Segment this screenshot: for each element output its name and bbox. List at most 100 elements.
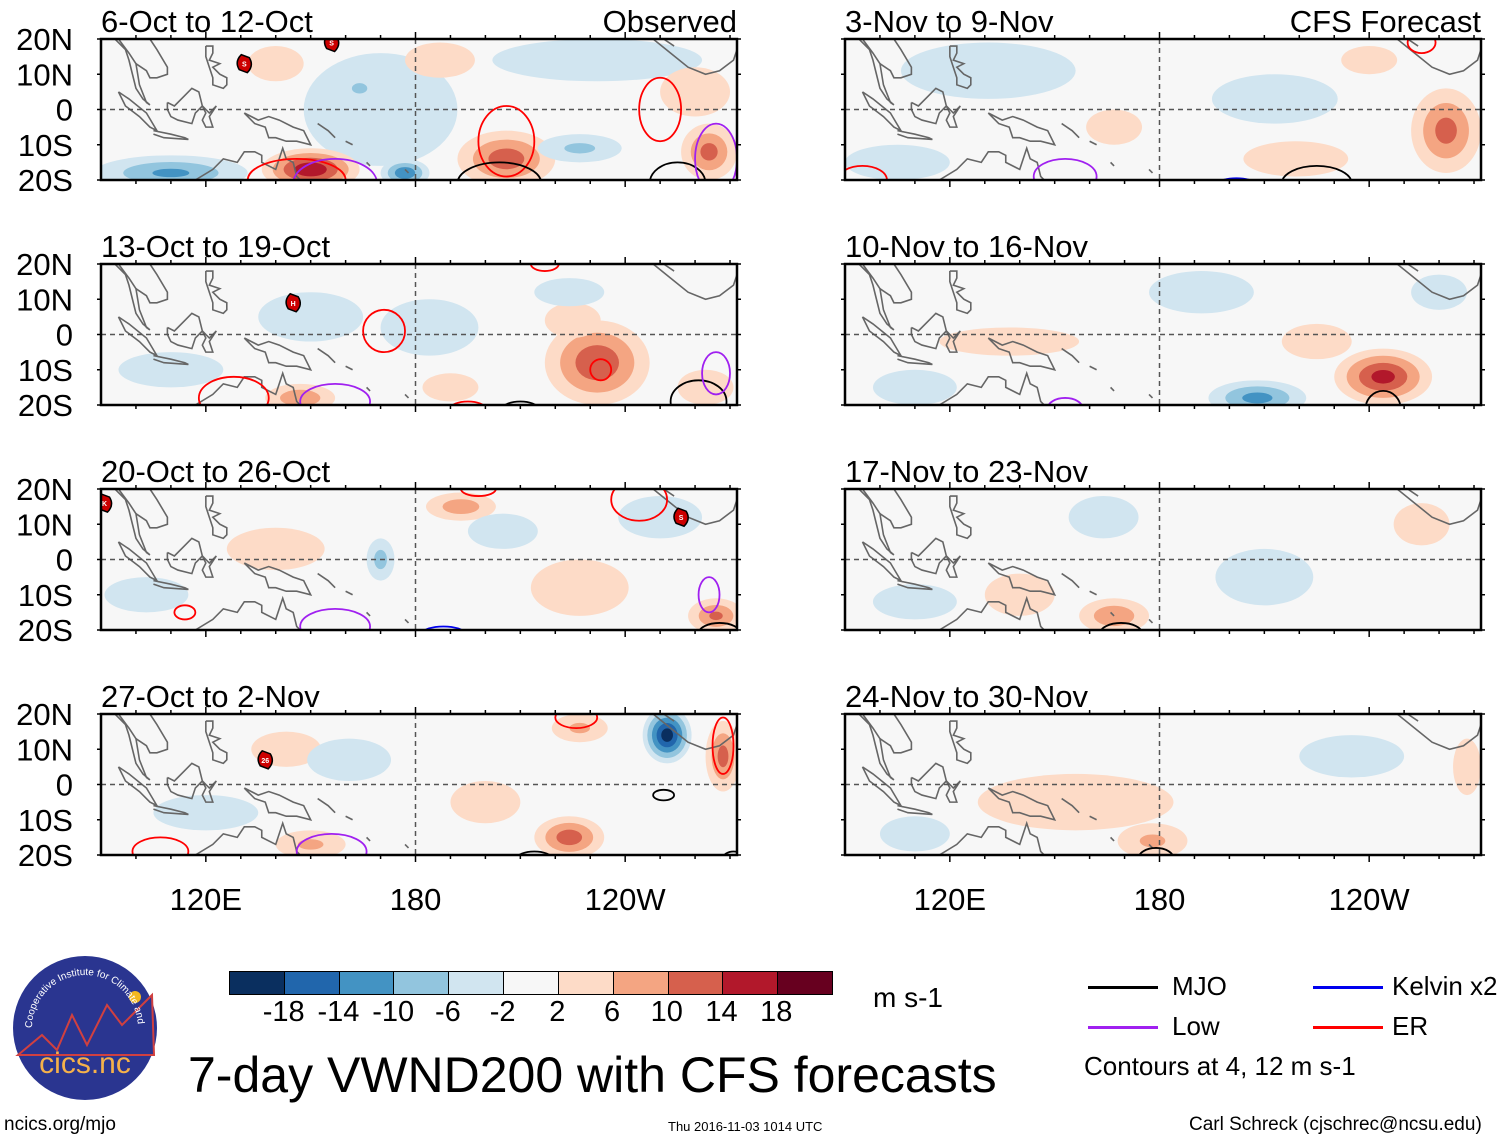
coastline — [153, 354, 189, 366]
wind-anomaly — [1068, 496, 1139, 539]
coastline — [1110, 161, 1115, 167]
wind-anomaly — [1117, 823, 1188, 855]
coastline — [404, 843, 410, 849]
coastline — [879, 714, 913, 754]
coastline — [317, 797, 336, 814]
coastline — [910, 537, 948, 575]
coastline — [945, 555, 961, 578]
coastline — [987, 337, 1057, 371]
coastline — [317, 572, 336, 589]
wind-anomaly — [338, 74, 381, 103]
coastline — [987, 112, 1057, 146]
site-link[interactable]: ncics.org/mjo — [4, 1114, 116, 1135]
anomaly-level — [118, 352, 224, 388]
coastline — [1061, 797, 1080, 814]
coastline — [858, 264, 895, 331]
wind-anomaly — [1341, 46, 1398, 75]
coastline — [1061, 122, 1080, 139]
wind-anomaly — [660, 67, 731, 117]
storm-symbol: 26 — [257, 749, 274, 770]
logo-text: cics.nc — [39, 1047, 131, 1080]
contour-er — [610, 489, 669, 522]
wind-anomaly — [537, 134, 622, 163]
coastline — [345, 590, 353, 596]
contour-er — [638, 76, 682, 143]
lat-tick-label: 0 — [56, 318, 73, 353]
anomaly-level — [1149, 271, 1254, 314]
panel-tag: CFS Forecast — [1290, 4, 1482, 39]
lat-tick-label: 10S — [18, 578, 73, 613]
storm-symbol: K — [101, 493, 113, 513]
lon-tick-label: 120W — [1329, 882, 1411, 917]
coastline — [1390, 489, 1419, 497]
coastline — [949, 270, 972, 315]
contour-er — [589, 358, 613, 382]
coastline — [1148, 618, 1154, 624]
coastline — [404, 168, 410, 174]
coastline — [114, 264, 151, 331]
coastline — [945, 105, 961, 128]
coastline — [652, 39, 737, 76]
coastline — [114, 489, 151, 556]
coastline — [987, 787, 1057, 821]
coastline — [897, 579, 933, 591]
coastline — [937, 145, 1046, 180]
legend-kelvin-label: Kelvin x2 — [1392, 971, 1498, 1001]
anomaly-level — [879, 816, 950, 852]
coastline — [1089, 590, 1097, 596]
anomaly-level — [492, 39, 703, 82]
anomaly-level — [1435, 117, 1457, 144]
contour-mjo — [1365, 390, 1402, 405]
anomaly-level — [660, 67, 731, 117]
anomaly-level — [544, 302, 601, 339]
lat-tick-label: 10S — [18, 353, 73, 388]
coastline — [1396, 39, 1481, 76]
colorbar-swatch — [503, 972, 558, 994]
coastline — [1089, 815, 1097, 821]
coastline — [945, 330, 961, 353]
anomaly-level — [247, 46, 304, 82]
wind-anomaly — [544, 320, 650, 405]
lat-tick-label: 10S — [18, 128, 73, 163]
wind-anomaly — [450, 780, 521, 824]
colorbar-tick-label: 6 — [604, 996, 621, 1028]
anomaly-level — [534, 278, 605, 307]
storm-symbol: H — [285, 292, 302, 313]
lat-tick-label: 10N — [16, 507, 73, 542]
wind-anomaly — [984, 573, 1055, 616]
contour-er — [246, 157, 347, 180]
anomaly-level — [977, 773, 1174, 831]
anomaly-level — [153, 795, 259, 831]
contour-er — [477, 105, 536, 178]
coastline — [861, 541, 904, 583]
coastline — [153, 804, 189, 816]
coastline — [1396, 489, 1481, 526]
wind-anomaly — [1299, 735, 1405, 778]
coastline — [858, 489, 895, 556]
storm-label: S — [329, 41, 334, 48]
map-panel: 24-Nov to 30-Nov 120E 180 120W — [841, 679, 1485, 917]
wind-anomaly — [1411, 88, 1481, 173]
coastline — [243, 562, 313, 596]
wind-anomaly — [101, 155, 248, 180]
coastline — [861, 91, 904, 133]
storm-icon — [257, 749, 274, 770]
storm-icon — [101, 493, 113, 513]
colorbar-swatch — [667, 972, 723, 994]
lat-tick-label: 20N — [16, 697, 73, 732]
map-panel: 10-Nov to 16-Nov — [841, 229, 1485, 412]
anomaly-level — [1453, 738, 1481, 796]
coastline — [135, 489, 169, 529]
coastline — [949, 45, 972, 90]
coastline — [910, 312, 948, 350]
wind-anomaly — [534, 816, 605, 855]
coastline — [317, 347, 336, 364]
author-credit: Carl Schreck (cjschrec@ncsu.edu) — [1189, 1114, 1482, 1135]
coastline — [135, 714, 169, 754]
coastline — [243, 787, 313, 821]
colorbar-swatch — [777, 972, 832, 994]
colorbar-swatch — [557, 972, 613, 994]
storm-label: S — [679, 515, 684, 522]
